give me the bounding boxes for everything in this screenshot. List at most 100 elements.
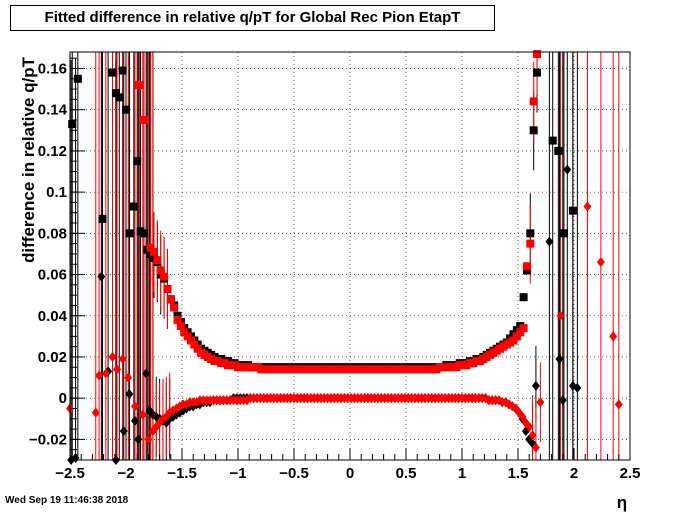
data-point-diamond <box>97 271 106 282</box>
axis-ticks: −2.5 −2 −1.5 −1 −0.5 0 0.5 1 1.5 2 2.5 −0.02 0 0.02 0.… <box>29 57 641 482</box>
data-point-square <box>183 332 192 341</box>
data-point-square <box>176 322 185 331</box>
data-point-diamond <box>531 380 540 391</box>
data-point-diamond <box>138 409 147 420</box>
data-point-diamond <box>113 364 122 375</box>
data-point-square <box>193 344 202 353</box>
y-tick-label: 0 <box>59 390 67 407</box>
data-point-square <box>68 120 77 129</box>
data-point-diamond <box>91 407 100 418</box>
data-point-diamond <box>125 389 134 400</box>
x-tick-label: −1 <box>229 465 246 482</box>
data-point-square <box>73 74 82 83</box>
data-point-square <box>115 93 124 102</box>
data-point-square <box>150 247 158 256</box>
data-point-square <box>125 229 134 238</box>
data-point-diamond <box>563 164 572 175</box>
data-point-square <box>529 126 538 135</box>
data-point-square <box>153 256 162 265</box>
x-axis-label: η <box>617 493 627 512</box>
data-point-square <box>190 340 199 349</box>
data-point-diamond <box>614 399 623 410</box>
data-point-square <box>156 266 165 275</box>
data-point-diamond <box>596 257 605 268</box>
data-point-diamond <box>528 430 537 441</box>
y-tick-label: 0.08 <box>38 225 67 242</box>
data-point-square <box>139 116 148 124</box>
y-axis-label: difference in relative q/pT <box>19 56 38 263</box>
y-tick-label: 0.12 <box>38 143 67 160</box>
y-tick-label: 0.04 <box>38 308 68 325</box>
x-tick-label: 1 <box>458 465 466 482</box>
data-point-diamond <box>101 368 110 379</box>
data-point-square <box>526 229 535 238</box>
y-tick-label: 0.02 <box>38 349 67 366</box>
data-point-diamond <box>545 236 554 247</box>
x-tick-label: −1.5 <box>167 465 197 482</box>
data-point-square <box>554 146 563 155</box>
data-point-square <box>519 293 528 302</box>
y-tick-label: 0.06 <box>38 267 67 284</box>
data-point-diamond <box>134 434 143 445</box>
data-point-diamond <box>525 422 534 433</box>
data-point-square <box>568 206 577 215</box>
data-point-square <box>133 157 142 166</box>
data-point-diamond <box>555 354 564 365</box>
y-tick-label: 0.1 <box>46 184 67 201</box>
data-point-square <box>180 328 189 337</box>
data-point-square <box>160 272 169 281</box>
chart-title: Fitted difference in relative q/pT for G… <box>10 5 495 31</box>
data-point-square <box>173 315 182 324</box>
data-point-square <box>522 266 531 275</box>
data-markers <box>66 50 623 465</box>
data-point-diamond <box>124 372 133 383</box>
data-point-square <box>170 303 179 312</box>
grid-lines <box>70 52 630 460</box>
data-point-diamond <box>531 442 540 453</box>
data-point-square <box>129 202 138 211</box>
data-point-diamond <box>583 201 592 212</box>
x-tick-label: −0.5 <box>279 465 309 482</box>
data-point-diamond <box>142 368 151 379</box>
x-tick-label: −2 <box>117 465 134 482</box>
data-point-square <box>173 311 182 320</box>
data-point-square <box>111 89 120 98</box>
data-point-diamond <box>119 426 128 437</box>
data-point-diamond <box>144 434 153 445</box>
data-point-diamond <box>558 395 567 406</box>
data-point-diamond <box>556 310 565 321</box>
data-point-square <box>512 332 521 341</box>
data-point-square <box>548 136 557 145</box>
y-tick-label: 0.14 <box>38 102 68 119</box>
data-point-square <box>98 214 107 223</box>
data-point-diamond <box>130 415 139 426</box>
data-point-square <box>529 97 538 106</box>
x-tick-label: 0 <box>346 465 354 482</box>
data-point-square <box>519 324 528 333</box>
x-tick-label: −2.5 <box>55 465 85 482</box>
data-point-square <box>559 229 568 238</box>
data-point-diamond <box>108 351 117 362</box>
data-point-square <box>122 105 130 114</box>
data-point-square <box>118 66 127 75</box>
x-tick-label: 2 <box>570 465 578 482</box>
data-point-diamond <box>573 382 582 393</box>
data-point-square <box>139 229 148 238</box>
data-point-square <box>166 295 175 304</box>
data-point-diamond <box>518 411 527 422</box>
x-tick-label: 2.5 <box>620 465 641 482</box>
data-point-diamond <box>95 370 104 381</box>
data-point-diamond <box>118 354 127 365</box>
data-point-diamond <box>130 401 139 412</box>
data-point-diamond <box>609 331 618 342</box>
data-point-square <box>516 328 525 337</box>
timestamp: Wed Sep 19 11:46:38 2018 <box>5 495 129 506</box>
data-point-square <box>163 284 172 293</box>
x-tick-label: 1.5 <box>508 465 529 482</box>
data-point-square <box>146 243 155 252</box>
data-point-square <box>108 68 117 77</box>
data-point-square <box>509 336 518 345</box>
data-point-square <box>533 68 542 77</box>
data-point-square <box>186 336 195 345</box>
